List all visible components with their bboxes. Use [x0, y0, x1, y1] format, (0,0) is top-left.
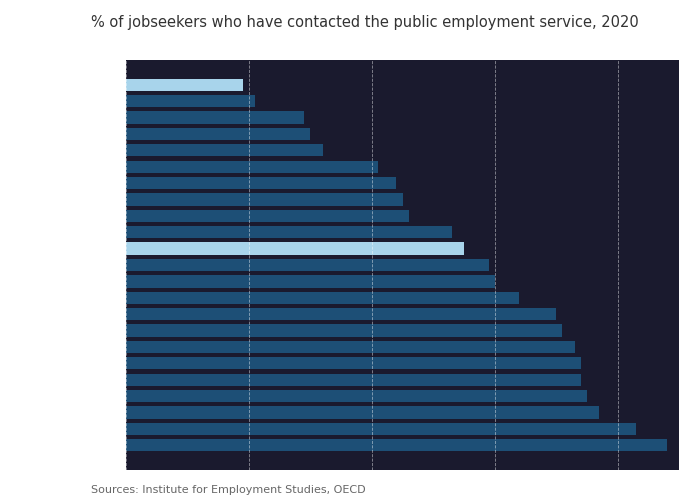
Bar: [126, 341, 575, 353]
Bar: [126, 128, 310, 140]
Bar: [126, 422, 636, 435]
Bar: [126, 308, 556, 320]
Bar: [126, 160, 378, 173]
Bar: [126, 112, 304, 124]
Bar: [126, 374, 581, 386]
Bar: [126, 177, 396, 189]
Bar: [126, 194, 402, 205]
Bar: [126, 439, 666, 452]
Text: Sources: Institute for Employment Studies, OECD: Sources: Institute for Employment Studie…: [91, 485, 365, 495]
Bar: [126, 275, 495, 287]
Text: % of jobseekers who have contacted the public employment service, 2020: % of jobseekers who have contacted the p…: [91, 15, 638, 30]
Bar: [126, 78, 243, 91]
Bar: [126, 210, 409, 222]
Bar: [126, 144, 323, 156]
Bar: [126, 324, 562, 336]
Bar: [126, 259, 489, 271]
Bar: [126, 95, 255, 108]
Bar: [126, 226, 452, 238]
Bar: [126, 406, 599, 418]
Bar: [126, 357, 581, 370]
Bar: [126, 242, 464, 255]
Bar: [126, 292, 519, 304]
Bar: [126, 390, 587, 402]
